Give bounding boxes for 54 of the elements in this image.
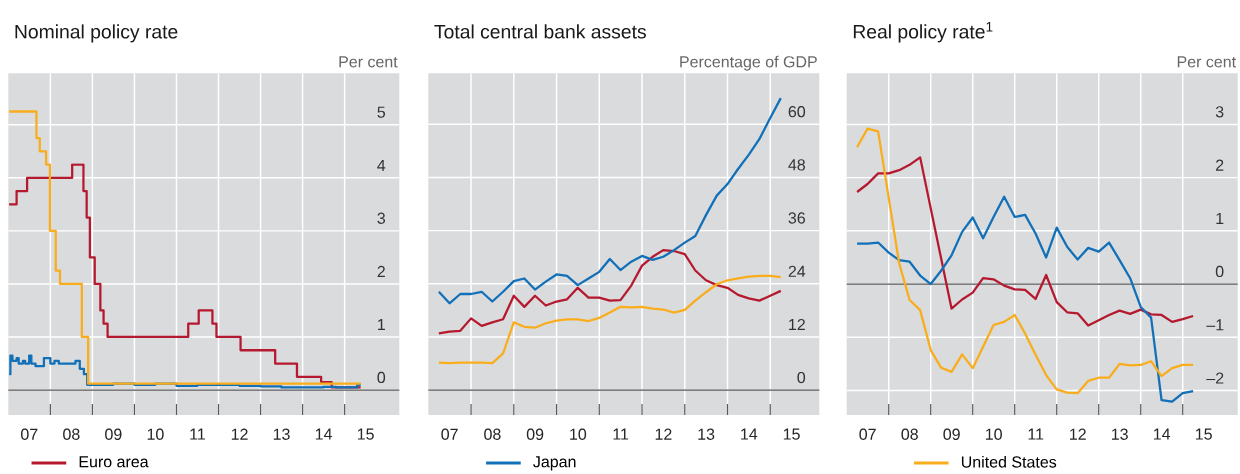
x-tick-label: 13 <box>1111 428 1128 440</box>
y-tick-label: 4 <box>377 159 386 171</box>
legend-label: United States <box>961 455 1057 468</box>
y-tick-label: –2 <box>1206 372 1224 384</box>
x-tick-label: 15 <box>357 428 374 440</box>
x-tick-label: 07 <box>859 428 876 440</box>
y-axis-title: Percentage of GDP <box>680 55 817 71</box>
x-tick-label: 09 <box>105 428 122 440</box>
y-tick-label: 0 <box>377 371 386 384</box>
y-tick-label: 60 <box>788 106 806 118</box>
x-tick-label: 12 <box>655 428 672 440</box>
x-tick-label: 11 <box>1028 428 1044 440</box>
chart-title: Real policy rate$^{1}$ <box>853 22 993 43</box>
x-tick-label: 08 <box>901 428 918 440</box>
legend-label: Euro area <box>79 456 149 468</box>
chart-title: Total central bank assets <box>434 24 646 39</box>
x-tick-label: 14 <box>1153 428 1171 440</box>
x-tick-label: 10 <box>570 428 587 440</box>
y-tick-label: 1 <box>378 319 385 331</box>
x-tick-label: 11 <box>613 428 629 440</box>
y-tick-label: 48 <box>788 159 805 171</box>
x-tick-label: 07 <box>21 428 38 440</box>
x-tick-label: 13 <box>698 428 715 440</box>
x-tick-label: 15 <box>1195 428 1212 440</box>
chart-title: Nominal policy rate <box>15 24 178 43</box>
x-tick-label: 08 <box>484 428 501 440</box>
x-tick-label: 09 <box>943 428 960 440</box>
x-tick-label: 15 <box>783 428 800 440</box>
x-tick-label: 11 <box>190 428 205 440</box>
x-tick-label: 07 <box>441 428 458 440</box>
x-tick-label: 10 <box>147 428 164 440</box>
x-tick-label: 14 <box>315 428 332 440</box>
y-tick-label: 24 <box>788 265 806 277</box>
x-tick-label: 12 <box>1070 428 1086 440</box>
y-tick-label: 2 <box>1216 159 1224 171</box>
y-tick-label: 3 <box>1215 106 1224 118</box>
y-tick-label: 0 <box>1215 265 1224 278</box>
y-tick-label: 2 <box>377 265 385 277</box>
x-tick-label: 13 <box>273 428 290 440</box>
legend-label: Japan <box>533 456 576 471</box>
x-tick-label: 10 <box>985 428 1002 440</box>
y-tick-label: 36 <box>788 212 805 224</box>
y-tick-label: 0 <box>797 371 806 384</box>
x-tick-label: 08 <box>63 428 80 440</box>
y-tick-label: –1 <box>1206 319 1224 331</box>
y-tick-label: 5 <box>377 106 386 118</box>
x-tick-label: 09 <box>526 428 544 440</box>
y-tick-label: 3 <box>377 212 386 224</box>
y-axis-title: Per cent <box>339 56 398 68</box>
y-tick-label: 12 <box>789 318 805 331</box>
x-tick-label: 14 <box>741 428 758 440</box>
x-tick-label: 12 <box>231 428 248 440</box>
y-tick-label: 1 <box>1216 212 1224 224</box>
y-axis-title: Per cent <box>1177 56 1236 68</box>
